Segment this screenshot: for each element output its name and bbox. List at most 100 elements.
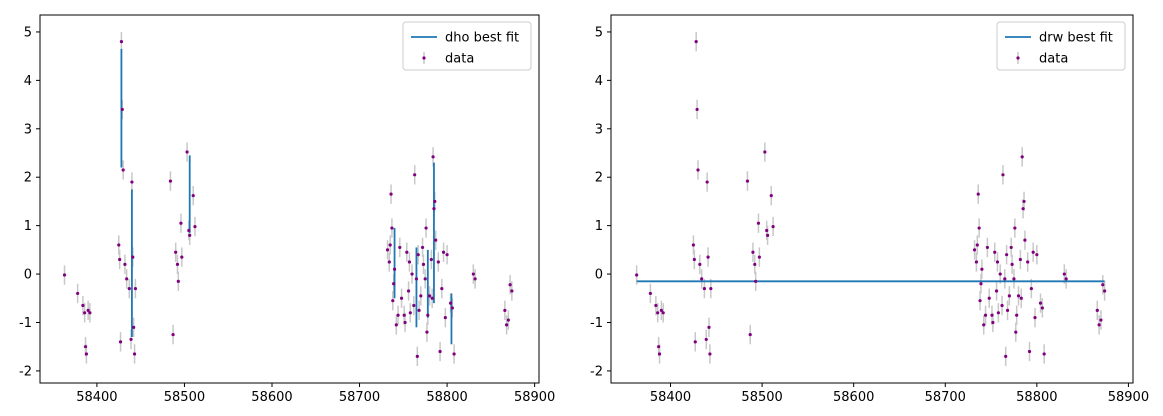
- data-point: [1101, 283, 1105, 287]
- data-point: [1064, 277, 1068, 281]
- data-point: [127, 286, 131, 291]
- data-point: [193, 225, 197, 229]
- data-point: [420, 245, 425, 250]
- data-point: [385, 248, 390, 252]
- data-point: [1021, 207, 1025, 211]
- chart-panel-dho: 58400 58500 58600 58700 58800 58900 -2 -1 0 1 2 3 4 5…: [19, 14, 555, 405]
- legend-label-fit: drw best fit: [1039, 31, 1113, 46]
- data-point: [1001, 173, 1005, 177]
- data-point: [993, 250, 997, 254]
- data-point: [425, 330, 429, 334]
- data-point: [506, 318, 510, 322]
- y-tick-label: 5: [24, 25, 32, 40]
- data-point: [991, 320, 995, 325]
- data-point: [709, 286, 713, 291]
- data-point: [706, 255, 710, 259]
- data-point: [985, 245, 989, 250]
- data-point: [191, 194, 195, 198]
- data-point: [1013, 226, 1017, 230]
- data-point: [399, 296, 404, 300]
- data-point: [438, 349, 442, 354]
- data-point: [692, 257, 696, 262]
- data-point: [702, 286, 707, 291]
- data-point: [452, 352, 456, 356]
- data-point: [1019, 296, 1023, 300]
- data-point: [416, 253, 420, 257]
- y-tick-label: 1: [595, 219, 603, 234]
- data-point: [388, 243, 392, 247]
- data-point: [131, 255, 135, 259]
- legend-box: [996, 21, 1126, 71]
- data-point: [1097, 323, 1101, 327]
- data-point: [81, 303, 85, 308]
- data-point: [972, 248, 977, 252]
- y-tick-label: 4: [595, 74, 603, 89]
- data-point: [987, 296, 991, 300]
- data-point: [700, 277, 704, 281]
- data-point: [693, 340, 697, 344]
- data-point: [125, 277, 129, 281]
- data-point: [1031, 250, 1035, 254]
- data-point: [132, 352, 137, 356]
- data-point: [978, 299, 982, 303]
- chart-panel-drw: 58400 58500 58600 58700 58800 58900 -2 -1 0 1 2 3 4 5…: [590, 14, 1149, 405]
- data-point: [450, 306, 454, 310]
- data-point: [443, 316, 447, 320]
- x-tick-label: 58900: [514, 390, 555, 405]
- data-point: [392, 282, 396, 286]
- plot-area: [40, 15, 539, 383]
- data-point: [441, 250, 446, 254]
- data-point: [120, 107, 124, 112]
- data-point: [1027, 349, 1032, 354]
- data-point: [1015, 313, 1019, 317]
- data-point: [390, 226, 394, 230]
- data-point: [1042, 352, 1046, 356]
- data-point: [754, 279, 758, 283]
- data-point: [410, 272, 414, 276]
- data-point: [407, 260, 412, 264]
- data-point: [130, 180, 134, 184]
- y-tick-label: -2: [590, 364, 603, 379]
- plot-area: [611, 15, 1133, 383]
- data-point: [510, 289, 514, 293]
- data-point: [427, 294, 432, 298]
- data-point: [1033, 316, 1037, 320]
- data-point: [83, 311, 87, 315]
- y-tick-label: 3: [24, 122, 32, 137]
- x-tick-label: 58800: [426, 390, 467, 405]
- x-tick-label: 58500: [164, 390, 205, 405]
- data-point: [704, 337, 708, 342]
- data-point: [1023, 238, 1027, 242]
- data-point: [771, 225, 775, 229]
- data-point: [440, 286, 444, 291]
- data-point: [707, 325, 711, 329]
- data-point: [445, 253, 449, 257]
- x-tick-label: 58900: [1108, 390, 1149, 405]
- data-point: [983, 313, 988, 317]
- y-tick-label: 4: [24, 74, 32, 89]
- legend-label-data: data: [445, 52, 474, 67]
- data-point: [757, 255, 761, 259]
- data-point: [1035, 253, 1039, 257]
- data-point: [1007, 294, 1011, 298]
- y-tick-label: -2: [19, 364, 32, 379]
- x-tick-label: 58600: [833, 390, 874, 405]
- data-point: [414, 277, 419, 281]
- data-point: [417, 308, 421, 312]
- data-point: [657, 352, 662, 356]
- data-point: [980, 267, 984, 271]
- legend-label-fit: dho best fit: [445, 31, 519, 46]
- data-point: [175, 262, 180, 266]
- data-point: [436, 260, 440, 264]
- data-point: [1016, 294, 1021, 298]
- data-point: [121, 168, 125, 172]
- data-point: [763, 150, 767, 154]
- data-point: [180, 255, 184, 259]
- data-point: [976, 192, 980, 196]
- data-point: [129, 337, 133, 342]
- data-point: [695, 107, 699, 112]
- data-point: [661, 311, 665, 315]
- data-point: [185, 150, 189, 154]
- data-point: [1012, 277, 1016, 281]
- data-point: [1018, 257, 1022, 262]
